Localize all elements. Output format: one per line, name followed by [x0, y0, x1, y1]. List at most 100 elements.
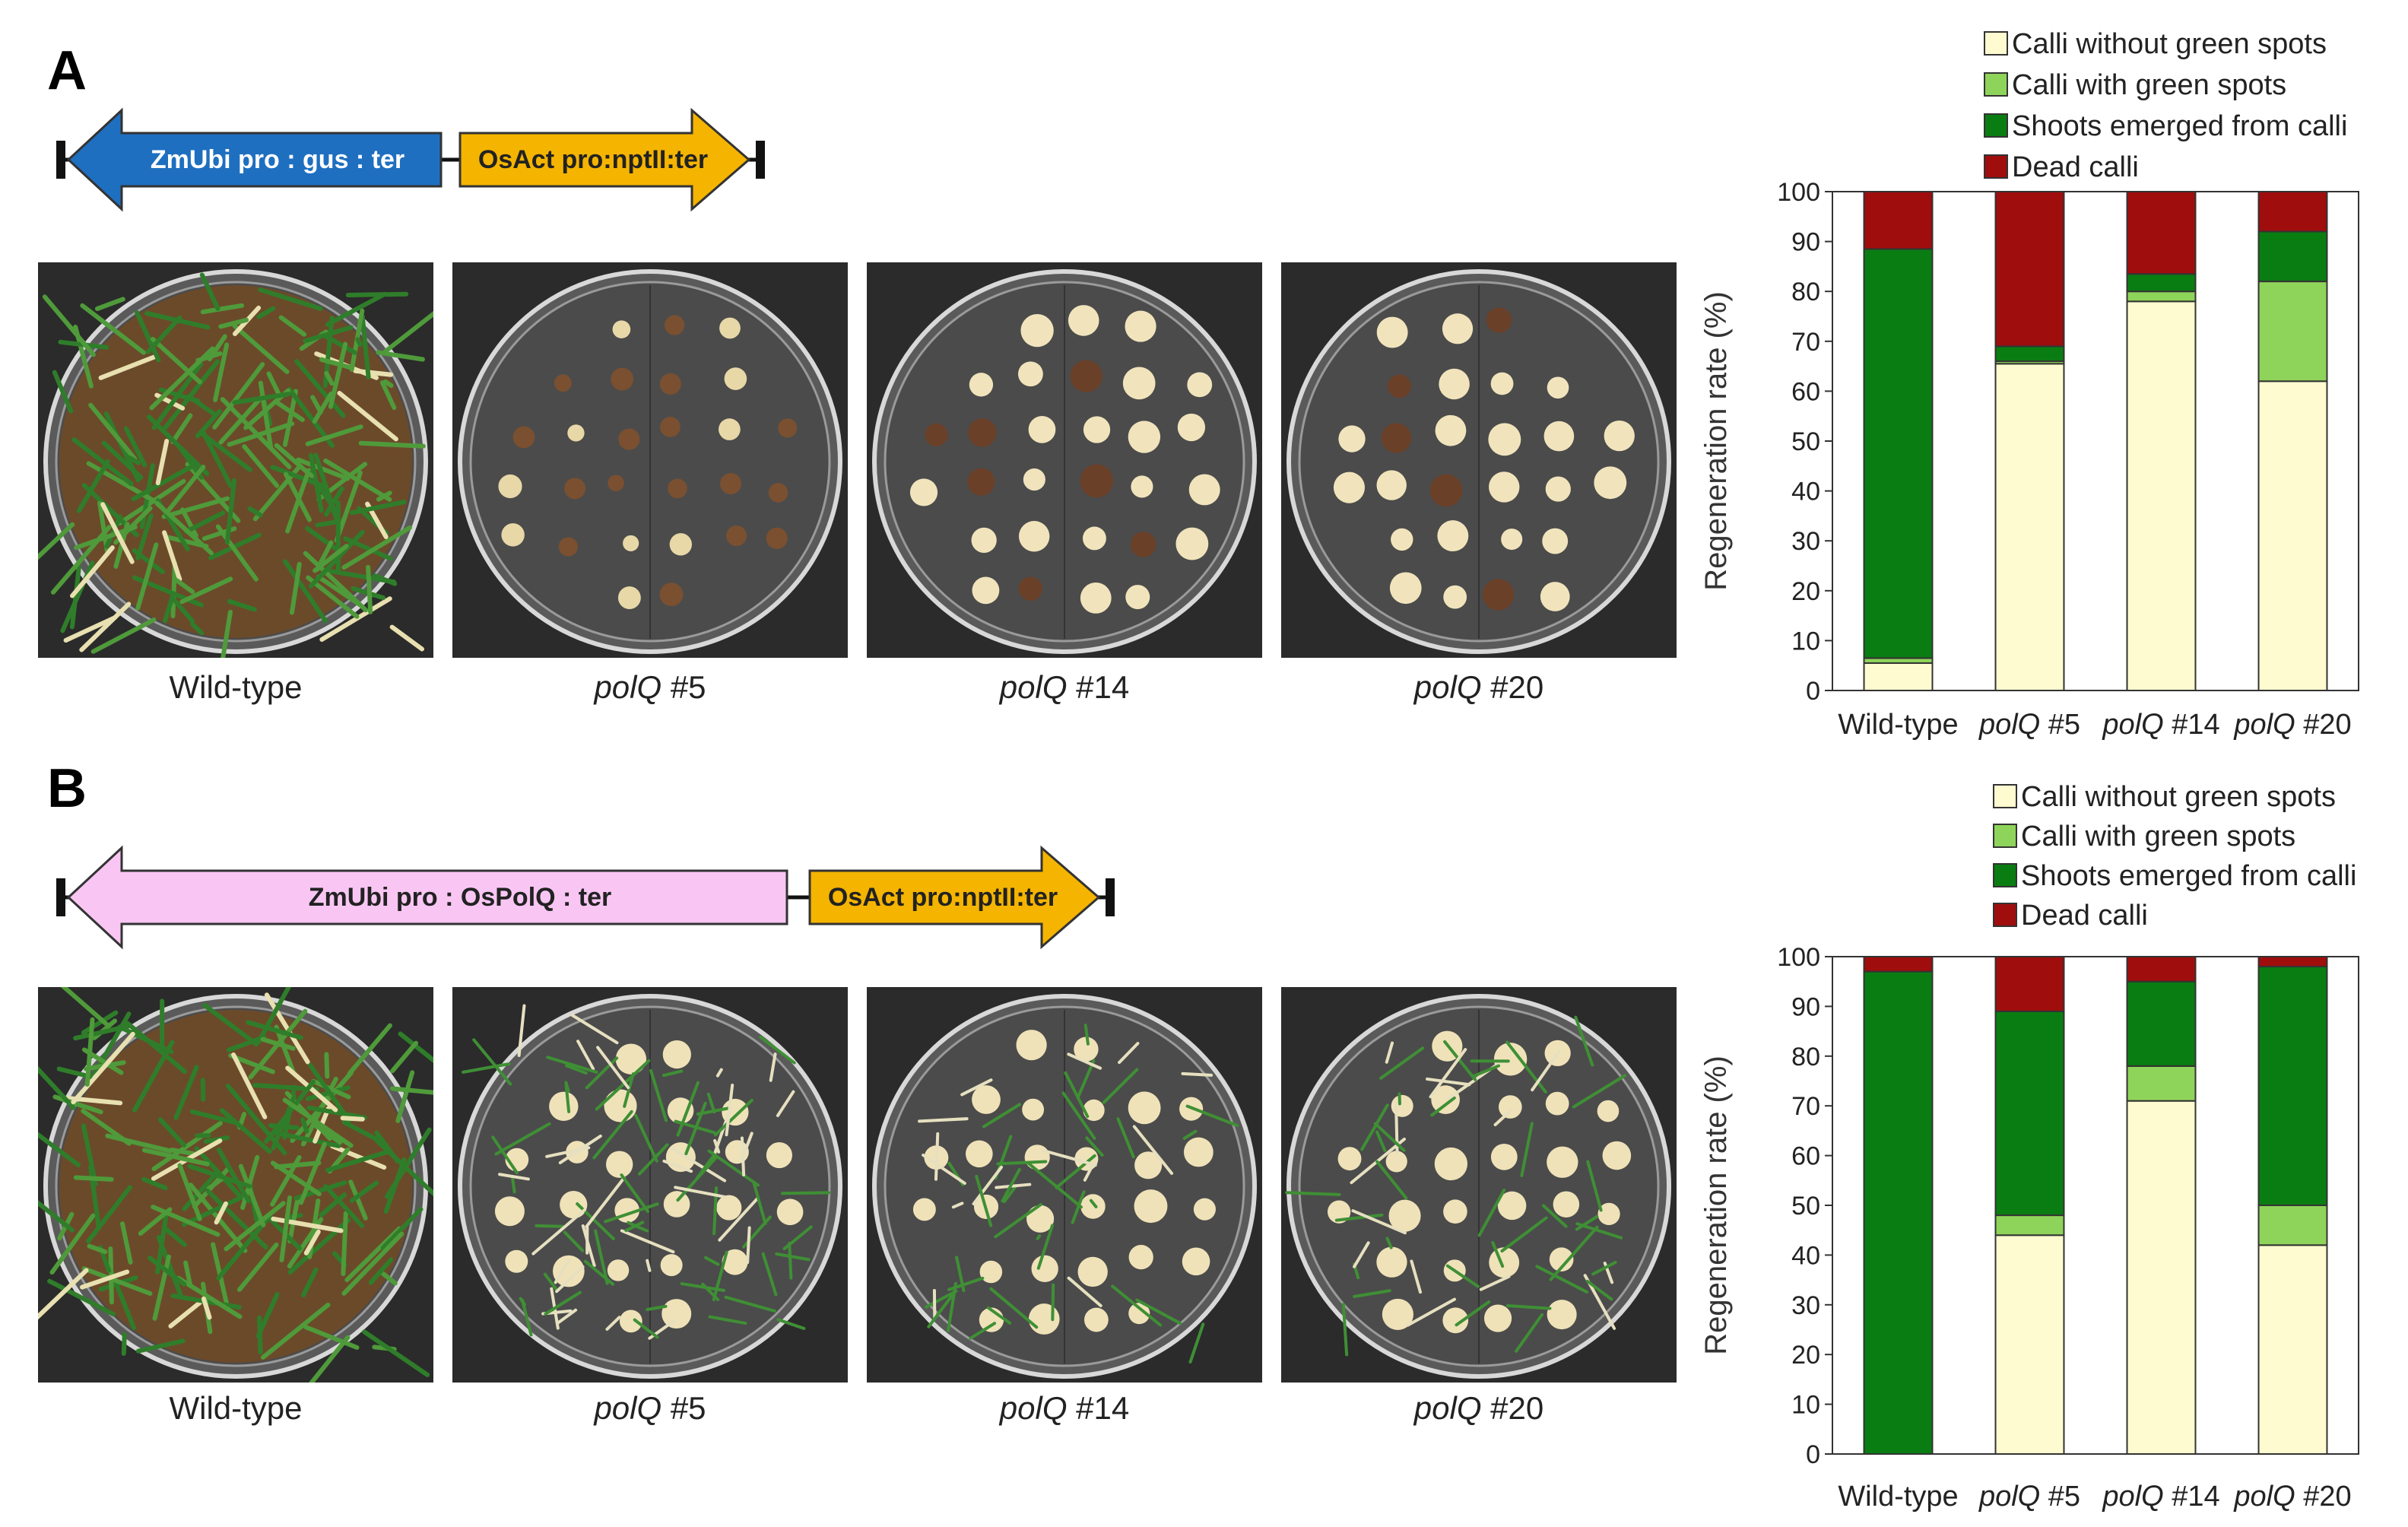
plate-caption-name: polQ: [999, 1390, 1068, 1426]
plate-photo-a-1: [38, 262, 433, 658]
plate-caption-number: #20: [1481, 669, 1544, 705]
y-tick-label-a: 60: [1791, 377, 1820, 406]
plate-caption-name: polQ: [1413, 669, 1482, 705]
plate-caption-name: polQ: [594, 669, 662, 705]
promoter-arrow-left-b: [66, 845, 788, 950]
plate-photo-b-3: [867, 987, 1262, 1383]
plate-caption-name: Wild-type: [169, 1390, 303, 1426]
plate-caption-name: Wild-type: [169, 669, 303, 705]
plate-caption-a-4: polQ #20: [1281, 669, 1677, 706]
y-tick-label-a: 100: [1777, 178, 1820, 207]
plate-photo-b-1: [38, 987, 433, 1383]
bar-segment-a-3-1: [2126, 300, 2197, 691]
legend-swatch-a-3: [1984, 113, 2008, 138]
plate-photo-b-4: [1281, 987, 1677, 1383]
construct-diagram-b: ZmUbi pro : OsPolQ : ter OsAct pro:nptII…: [46, 840, 1125, 958]
bar-segment-a-2-3: [1994, 345, 2065, 363]
bar-segment-b-1-3: [1863, 970, 1934, 1455]
x-category-label-a-2: polQ #5: [1978, 709, 2080, 741]
y-tick-label-a: 30: [1791, 527, 1820, 556]
promoter-arrow-left-a: [66, 107, 443, 212]
legend-label-a-1: Calli without green spots: [2012, 28, 2327, 60]
bar-segment-b-3-1: [2126, 1100, 2197, 1455]
y-tick-label-b: 60: [1791, 1142, 1820, 1171]
legend-label-b-3: Shoots emerged from calli: [2021, 860, 2356, 892]
x-category-label-b-1: Wild-type: [1838, 1481, 1958, 1513]
legend-swatch-a-1: [1984, 31, 2008, 56]
bar-segment-b-1-4: [1863, 956, 1934, 973]
bar-segment-b-2-3: [1994, 1010, 2065, 1217]
bar-segment-b-4-2: [2257, 1205, 2328, 1246]
plate-caption-a-2: polQ #5: [452, 669, 848, 706]
legend-label-b-2: Calli with green spots: [2021, 821, 2295, 852]
plate-photo-a-2: [452, 262, 848, 658]
plate-caption-b-4: polQ #20: [1281, 1390, 1677, 1427]
bar-segment-a-1-1: [1863, 662, 1934, 691]
x-category-label-b-2: polQ #5: [1978, 1481, 2080, 1513]
legend-swatch-a-4: [1984, 154, 2008, 179]
bar-segment-a-4-1: [2257, 380, 2328, 691]
y-tick-label-b: 100: [1777, 943, 1820, 972]
bar-segment-a-4-2: [2257, 281, 2328, 383]
bar-segment-a-1-4: [1863, 191, 1934, 250]
plate-caption-b-2: polQ #5: [452, 1390, 848, 1427]
panel-letter-a: A: [47, 40, 87, 101]
bar-segment-a-2-1: [1994, 363, 2065, 691]
y-axis-label-b: Regeneration rate (%): [1699, 1056, 1733, 1355]
y-axis-label-a: Regeneration rate (%): [1699, 291, 1733, 591]
plate-photo-a-3: [867, 262, 1262, 658]
plate-photo-a-4: [1281, 262, 1677, 658]
selection-arrow-right-a-label: OsAct pro:nptII:ter: [478, 145, 708, 174]
legend-label-a-2: Calli with green spots: [2012, 69, 2286, 101]
y-tick-label-b: 50: [1791, 1192, 1820, 1221]
legend-label-a-3: Shoots emerged from calli: [2012, 110, 2347, 142]
bar-segment-b-2-2: [1994, 1214, 2065, 1237]
bar-segment-a-3-2: [2126, 290, 2197, 303]
promoter-arrow-left-a-label: ZmUbi pro : gus : ter: [151, 145, 405, 174]
selection-arrow-right-b: [808, 845, 1101, 950]
legend-label-b-1: Calli without green spots: [2021, 781, 2336, 813]
legend-swatch-a-2: [1984, 72, 2008, 97]
x-category-label-a-3: polQ #14: [2102, 709, 2219, 741]
legend-label-a-4: Dead calli: [2012, 151, 2139, 183]
plate-caption-number: #5: [661, 1390, 706, 1426]
y-tick-label-a: 20: [1791, 577, 1820, 606]
bar-segment-b-3-4: [2126, 956, 2197, 983]
y-tick-label-b: 30: [1791, 1291, 1820, 1320]
construct-diagram-a: ZmUbi pro : gus : ter OsAct pro:nptII:te…: [46, 103, 776, 221]
plate-caption-a-3: polQ #14: [867, 669, 1262, 706]
legend-swatch-b-2: [1993, 824, 2017, 848]
x-category-label-b-3: polQ #14: [2102, 1481, 2219, 1513]
y-tick-label-b: 70: [1791, 1092, 1820, 1121]
panel-letter-b: B: [47, 758, 87, 819]
plate-caption-b-1: Wild-type: [38, 1390, 433, 1427]
selection-arrow-right-a: [458, 107, 751, 212]
selection-arrow-right-b-label: OsAct pro:nptII:ter: [828, 883, 1058, 912]
bar-segment-b-3-2: [2126, 1065, 2197, 1102]
y-tick-label-a: 70: [1791, 328, 1820, 357]
x-category-label-a-4: polQ #20: [2233, 709, 2351, 741]
bar-segment-b-4-1: [2257, 1244, 2328, 1455]
legend-swatch-b-1: [1993, 784, 2017, 808]
plate-caption-name: polQ: [1413, 1390, 1482, 1426]
y-tick-label-b: 10: [1791, 1391, 1820, 1420]
bar-segment-a-2-4: [1994, 191, 2065, 348]
x-category-label-a-1: Wild-type: [1838, 709, 1958, 741]
y-tick-label-a: 10: [1791, 627, 1820, 656]
bar-chart-b: Calli without green spots Calli with gree…: [1680, 768, 2403, 1521]
plate-photo-b-2: [452, 987, 848, 1383]
bar-segment-b-2-4: [1994, 956, 2065, 1012]
y-tick-label-a: 40: [1791, 478, 1820, 506]
plate-caption-number: #14: [1067, 669, 1130, 705]
bar-segment-b-4-3: [2257, 966, 2328, 1206]
bar-segment-b-3-3: [2126, 980, 2197, 1067]
bar-segment-b-2-1: [1994, 1234, 2065, 1455]
y-tick-label-b: 40: [1791, 1241, 1820, 1270]
y-tick-label-b: 90: [1791, 992, 1820, 1021]
y-tick-label-b: 80: [1791, 1043, 1820, 1071]
bar-segment-b-4-4: [2257, 956, 2328, 968]
plate-caption-name: polQ: [999, 669, 1068, 705]
bar-segment-a-3-3: [2126, 273, 2197, 293]
plate-caption-b-3: polQ #14: [867, 1390, 1262, 1427]
y-tick-label-a: 0: [1806, 677, 1820, 706]
